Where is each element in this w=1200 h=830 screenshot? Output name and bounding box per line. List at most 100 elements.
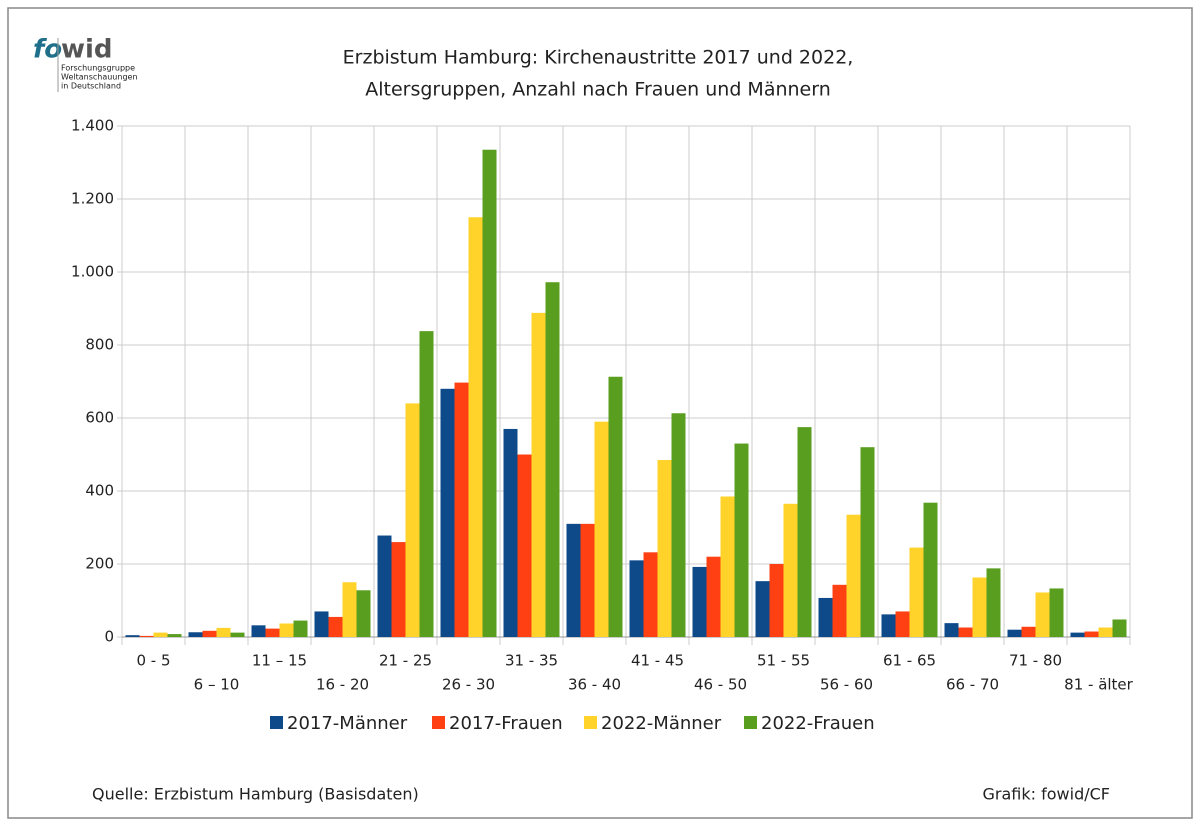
bar: [503, 428, 518, 637]
legend-swatch: [270, 716, 283, 729]
bar: [692, 566, 707, 637]
legend-label: 2022-Frauen: [761, 713, 875, 734]
x-tick-label: 71 - 80: [1009, 652, 1062, 670]
x-tick-label: 0 - 5: [136, 652, 170, 670]
bar: [125, 635, 140, 637]
bar: [454, 382, 469, 637]
y-tick-label: 200: [85, 555, 114, 573]
bar: [818, 597, 833, 637]
y-tick-label: 1.400: [71, 117, 114, 135]
legend-label: 2017-Männer: [287, 713, 408, 734]
x-tick-label: 21 - 25: [379, 652, 432, 670]
y-tick-label: 400: [85, 482, 114, 500]
y-tick-label: 0: [104, 628, 114, 646]
x-tick-label: 26 - 30: [442, 676, 495, 694]
bar: [944, 623, 959, 637]
logo-part1: fo: [33, 35, 62, 65]
bar: [608, 376, 623, 637]
bar: [783, 503, 798, 637]
bar: [629, 560, 644, 637]
x-tick-label: 66 - 70: [946, 676, 999, 694]
bar: [769, 564, 784, 637]
bar: [531, 312, 546, 637]
bar: [1007, 629, 1022, 637]
logo-line: Weltanschauungen: [61, 73, 138, 82]
y-tick-label: 600: [85, 409, 114, 427]
bar: [734, 443, 749, 637]
bar: [846, 514, 861, 637]
bar: [517, 454, 532, 637]
bar: [580, 523, 595, 637]
bar: [923, 502, 938, 637]
bar: [342, 582, 357, 637]
bar: [972, 577, 987, 637]
bar: [720, 496, 735, 637]
bar: [909, 547, 924, 637]
bar: [314, 611, 329, 637]
bar: [391, 542, 406, 637]
x-tick-label: 31 - 35: [505, 652, 558, 670]
bar: [230, 632, 245, 637]
bar: [594, 421, 609, 637]
chart-title: Erzbistum Hamburg: Kirchenaustritte 2017…: [343, 47, 854, 69]
bar: [643, 552, 658, 637]
frame: [7, 7, 1193, 819]
bar: [419, 331, 434, 637]
x-tick-label: 41 - 45: [631, 652, 684, 670]
logo-line: Forschungsgruppe: [61, 64, 135, 73]
bar: [202, 630, 217, 637]
bar: [139, 635, 154, 637]
bar: [153, 632, 168, 637]
bar: [279, 623, 294, 637]
bar: [1098, 627, 1113, 637]
credit: Grafik: fowid/CF: [983, 785, 1110, 804]
bar: [545, 282, 560, 637]
bar: [797, 427, 812, 637]
x-tick-label: 61 - 65: [883, 652, 936, 670]
bar: [377, 535, 392, 637]
x-tick-label: 46 - 50: [694, 676, 747, 694]
bar: [1070, 632, 1085, 637]
logo-line: in Deutschland: [61, 82, 121, 91]
bar: [755, 581, 770, 637]
bar: [706, 556, 721, 637]
bar: [405, 403, 420, 637]
bar: [832, 584, 847, 637]
bar: [1021, 626, 1036, 637]
x-tick-label: 6 – 10: [194, 676, 240, 694]
legend-swatch: [432, 716, 445, 729]
bar: [860, 447, 875, 637]
legend-swatch: [584, 716, 597, 729]
x-tick-label: 16 - 20: [316, 676, 369, 694]
bar: [188, 632, 203, 637]
bar: [958, 627, 973, 637]
x-tick-label: 51 - 55: [757, 652, 810, 670]
x-tick-label: 11 – 15: [252, 652, 307, 670]
bar: [251, 625, 266, 637]
bar: [671, 413, 686, 637]
bar: [468, 217, 483, 637]
bar: [1084, 631, 1099, 637]
legend-swatch: [744, 716, 757, 729]
bar: [566, 523, 581, 637]
y-tick-label: 1.000: [71, 263, 114, 281]
bar: [293, 620, 308, 637]
bar: [482, 149, 497, 637]
bar: [440, 388, 455, 637]
x-tick-label: 36 - 40: [568, 676, 621, 694]
chart-title: Altersgruppen, Anzahl nach Frauen und Mä…: [365, 79, 831, 101]
legend-label: 2022-Männer: [601, 713, 722, 734]
bar: [986, 568, 1001, 637]
y-tick-label: 1.200: [71, 190, 114, 208]
bar: [657, 459, 672, 637]
logo-part2: wid: [61, 35, 113, 65]
y-tick-label: 800: [85, 336, 114, 354]
x-tick-label: 81 - älter: [1064, 676, 1134, 694]
bar: [265, 628, 280, 637]
bar: [1049, 588, 1064, 637]
bar: [167, 634, 182, 637]
bar: [895, 611, 910, 637]
bar: [328, 616, 343, 637]
bar: [1035, 592, 1050, 637]
